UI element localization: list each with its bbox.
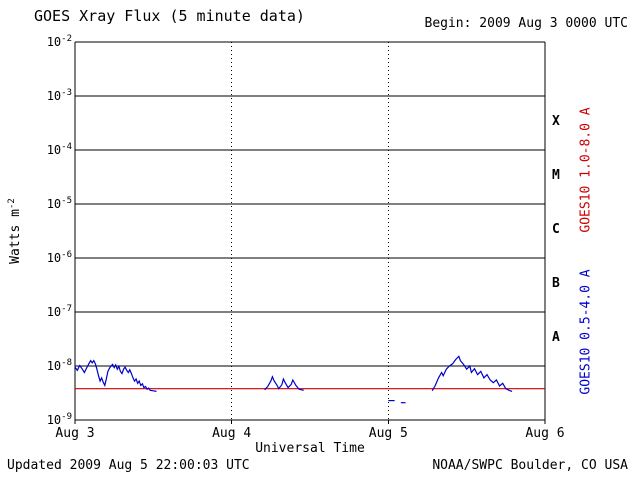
x-axis-label: Universal Time bbox=[255, 441, 365, 456]
chart-title: GOES Xray Flux (5 minute data) bbox=[34, 7, 305, 25]
begin-timestamp-label: Begin: 2009 Aug 3 0000 UTC bbox=[424, 16, 629, 31]
series-trace-1 bbox=[264, 375, 304, 391]
updated-timestamp: Updated 2009 Aug 5 22:00:03 UTC bbox=[7, 458, 250, 473]
series-trace-1 bbox=[74, 359, 157, 392]
series-trace-1 bbox=[431, 355, 513, 392]
source-attribution: NOAA/SWPC Boulder, CO USA bbox=[432, 458, 628, 473]
